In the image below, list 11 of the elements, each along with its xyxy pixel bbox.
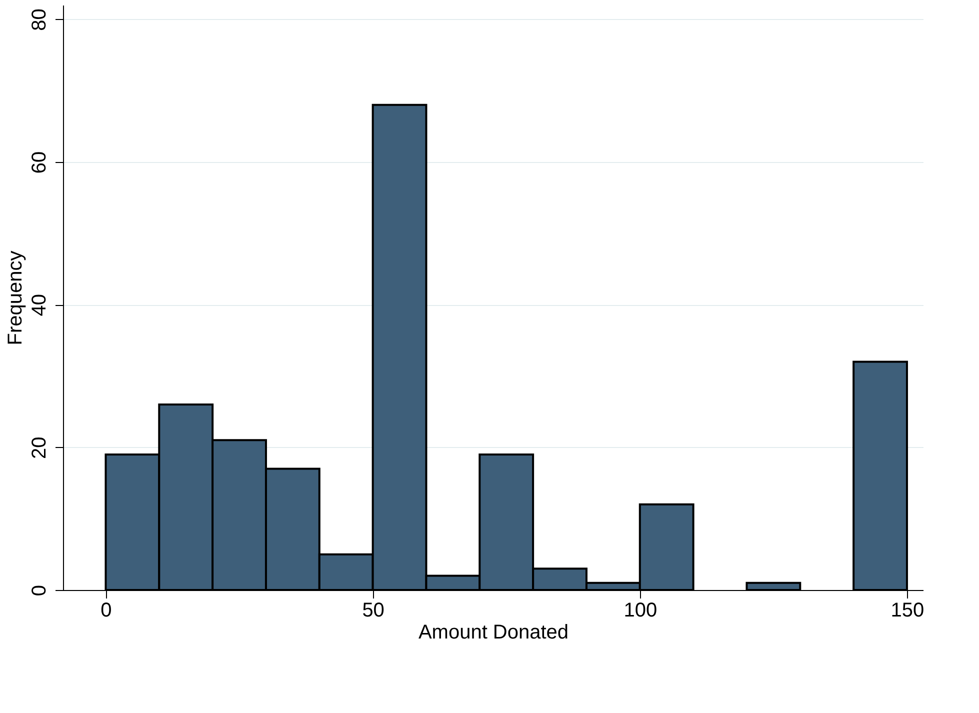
x-tick-label: 50 [362,600,384,622]
x-tick-label: 150 [890,600,924,622]
y-tick-label: 80 [28,8,50,31]
x-axis-title: Amount Donated [418,622,569,644]
y-axis-title: Frequency [4,250,26,346]
y-tick-label: 40 [28,294,50,316]
y-tick-label: 0 [28,584,50,596]
y-tick-label: 60 [28,151,50,174]
x-tick-label: 100 [624,600,658,622]
x-tick-label: 0 [100,600,112,622]
y-tick-label: 20 [28,436,50,459]
